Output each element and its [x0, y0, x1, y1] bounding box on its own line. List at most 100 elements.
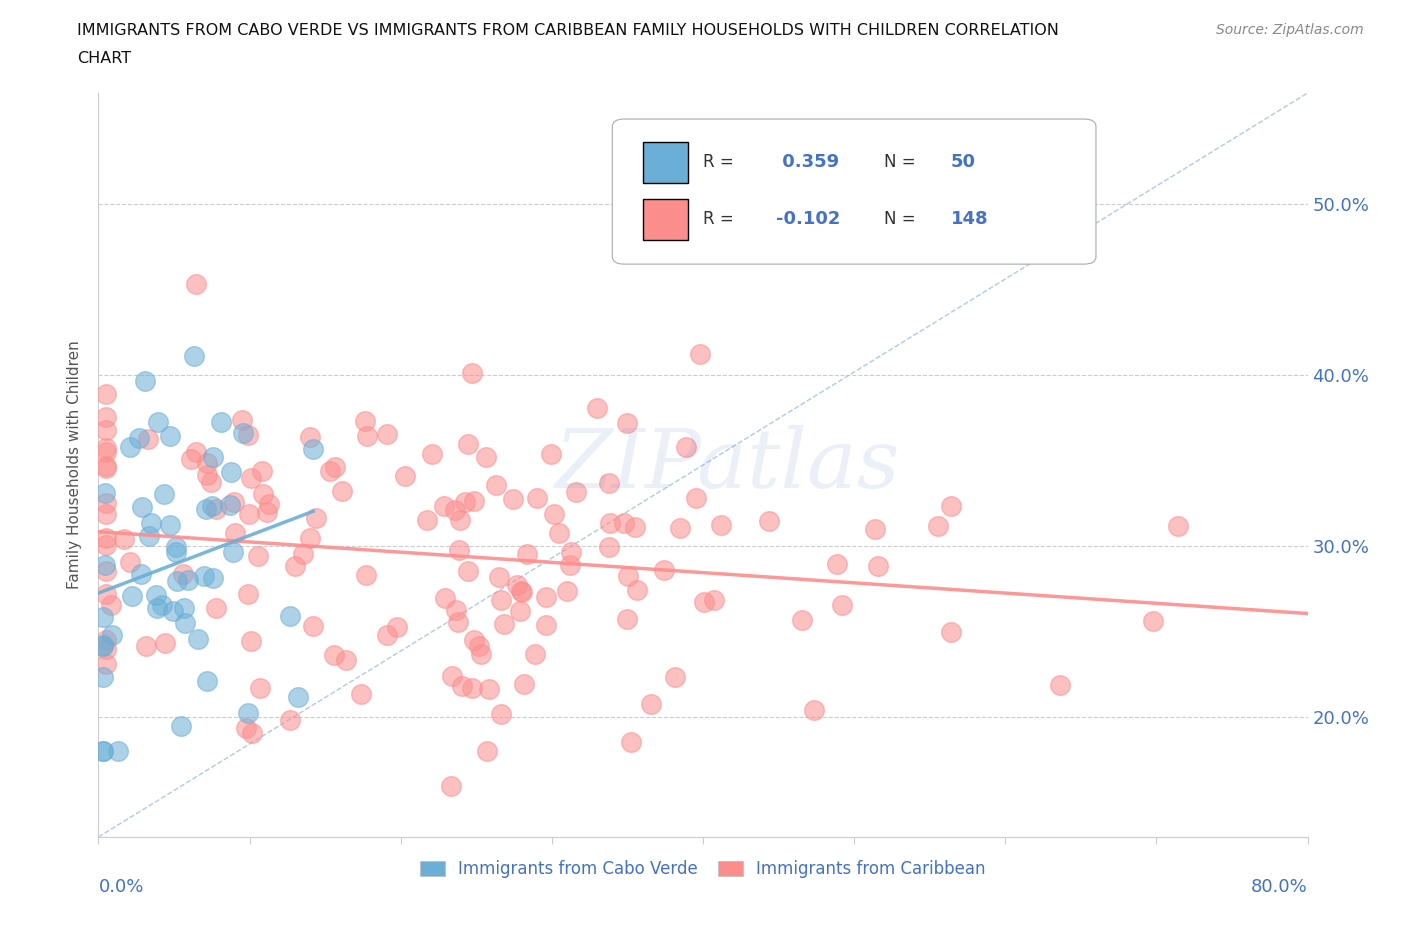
- Point: [548, 526, 571, 541]
- Point: [534, 590, 557, 604]
- Point: [502, 492, 524, 507]
- Point: [454, 495, 477, 510]
- FancyBboxPatch shape: [643, 199, 689, 240]
- Point: [287, 690, 309, 705]
- Point: [101, 628, 124, 643]
- Point: [675, 440, 697, 455]
- Point: [475, 450, 498, 465]
- Text: 0.0%: 0.0%: [98, 878, 143, 896]
- Point: [710, 517, 733, 532]
- Point: [868, 559, 890, 574]
- Point: [278, 712, 301, 727]
- Point: [620, 735, 643, 750]
- Point: [231, 413, 253, 428]
- Point: [165, 544, 187, 559]
- Point: [193, 569, 215, 584]
- Text: 148: 148: [950, 210, 988, 229]
- Point: [184, 276, 207, 291]
- Point: [457, 437, 479, 452]
- Point: [385, 619, 408, 634]
- Point: [201, 571, 224, 586]
- Point: [94, 657, 117, 671]
- Point: [159, 429, 181, 444]
- Point: [201, 449, 224, 464]
- Point: [238, 507, 260, 522]
- Point: [485, 478, 508, 493]
- FancyBboxPatch shape: [643, 141, 689, 182]
- Text: Source: ZipAtlas.com: Source: ZipAtlas.com: [1216, 23, 1364, 37]
- Point: [236, 587, 259, 602]
- Point: [616, 416, 638, 431]
- Point: [416, 513, 439, 528]
- Point: [183, 348, 205, 363]
- Point: [463, 494, 485, 509]
- Point: [136, 432, 159, 447]
- Point: [441, 669, 464, 684]
- Point: [170, 718, 193, 733]
- Point: [353, 414, 375, 429]
- Point: [863, 522, 886, 537]
- Point: [91, 609, 114, 624]
- Text: -0.102: -0.102: [776, 210, 839, 229]
- Point: [758, 513, 780, 528]
- Point: [94, 538, 117, 552]
- Point: [159, 518, 181, 533]
- Point: [94, 409, 117, 424]
- Point: [256, 504, 278, 519]
- Point: [510, 585, 533, 600]
- Point: [599, 516, 621, 531]
- Point: [93, 485, 115, 500]
- Point: [558, 557, 581, 572]
- Point: [236, 428, 259, 443]
- Point: [323, 459, 346, 474]
- Point: [128, 431, 150, 445]
- Point: [543, 506, 565, 521]
- Point: [626, 583, 648, 598]
- Point: [513, 677, 536, 692]
- Point: [492, 617, 515, 631]
- Point: [475, 744, 498, 759]
- Point: [172, 566, 194, 581]
- Point: [460, 681, 482, 696]
- Point: [94, 445, 117, 459]
- Point: [131, 499, 153, 514]
- Legend: Immigrants from Cabo Verde, Immigrants from Caribbean: Immigrants from Cabo Verde, Immigrants f…: [413, 853, 993, 884]
- Point: [394, 468, 416, 483]
- Text: IMMIGRANTS FROM CABO VERDE VS IMMIGRANTS FROM CARIBBEAN FAMILY HOUSEHOLDS WITH C: IMMIGRANTS FROM CABO VERDE VS IMMIGRANTS…: [77, 23, 1059, 38]
- Point: [121, 589, 143, 604]
- Point: [450, 679, 472, 694]
- Point: [91, 670, 114, 684]
- Point: [91, 639, 114, 654]
- Point: [145, 588, 167, 603]
- Point: [186, 445, 208, 459]
- Point: [652, 562, 675, 577]
- Point: [112, 532, 135, 547]
- Point: [247, 548, 270, 563]
- Point: [489, 593, 512, 608]
- Point: [510, 583, 533, 598]
- Point: [257, 497, 280, 512]
- Point: [118, 554, 141, 569]
- Point: [468, 639, 491, 654]
- Point: [94, 564, 117, 578]
- Point: [150, 597, 173, 612]
- Point: [134, 373, 156, 388]
- Point: [107, 744, 129, 759]
- Point: [420, 446, 443, 461]
- Point: [941, 498, 963, 513]
- Point: [146, 414, 169, 429]
- Point: [135, 638, 157, 653]
- Point: [238, 706, 260, 721]
- Text: 50: 50: [950, 153, 976, 171]
- Point: [195, 674, 218, 689]
- Point: [250, 463, 273, 478]
- Point: [444, 503, 467, 518]
- Point: [146, 600, 169, 615]
- Point: [516, 547, 538, 562]
- Point: [139, 516, 162, 531]
- Point: [1167, 519, 1189, 534]
- Point: [209, 415, 232, 430]
- Point: [447, 614, 470, 629]
- Point: [240, 633, 263, 648]
- Point: [478, 682, 501, 697]
